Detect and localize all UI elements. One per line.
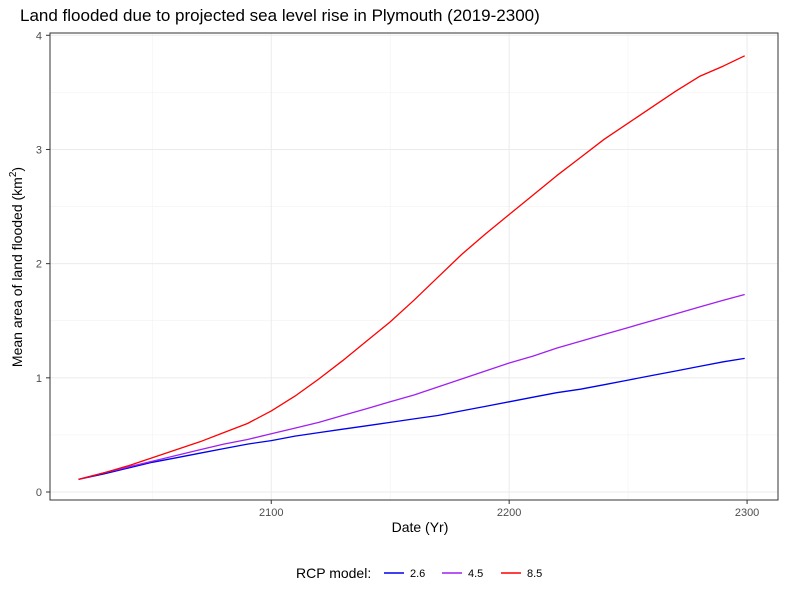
legend-title: RCP model: xyxy=(296,565,371,581)
series-line-4-5 xyxy=(78,293,745,481)
x-tick-label: 2100 xyxy=(259,507,283,519)
y-tick-label: 3 xyxy=(36,144,42,156)
series-line-8-5 xyxy=(78,55,745,481)
legend-label-2-6: 2.6 xyxy=(410,568,425,580)
legend-label-8-5: 8.5 xyxy=(527,568,542,580)
y-axis-title-superscript: 2 xyxy=(8,171,19,177)
legend: RCP model: 2.6 4.5 8.5 xyxy=(296,565,542,581)
series-line-2-6 xyxy=(78,357,745,481)
y-tick-label: 2 xyxy=(36,259,42,271)
y-tick-label: 1 xyxy=(36,373,42,385)
panel-background xyxy=(50,33,778,500)
y-tick-label: 0 xyxy=(36,487,42,499)
y-axis-title: Mean area of land flooded (km2) xyxy=(8,167,25,367)
series-lines xyxy=(78,55,745,481)
major-grid xyxy=(50,33,778,500)
y-axis-title-main: Mean area of land flooded (km xyxy=(9,177,25,367)
minor-grid xyxy=(50,33,778,500)
plot-area xyxy=(49,32,779,501)
y-axis: 0 1 2 3 4 xyxy=(36,30,50,499)
legend-label-4-5: 4.5 xyxy=(468,568,483,580)
panel-border xyxy=(49,32,779,501)
y-tick-label: 4 xyxy=(36,30,42,42)
x-axis: 2100 2200 2300 xyxy=(259,500,759,519)
x-axis-title: Date (Yr) xyxy=(392,519,449,535)
x-tick-label: 2300 xyxy=(735,507,759,519)
x-tick-label: 2200 xyxy=(497,507,521,519)
y-axis-title-close: ) xyxy=(9,167,25,172)
legend-items: 2.6 4.5 8.5 xyxy=(384,568,542,580)
chart-title: Land flooded due to projected sea level … xyxy=(20,6,540,25)
